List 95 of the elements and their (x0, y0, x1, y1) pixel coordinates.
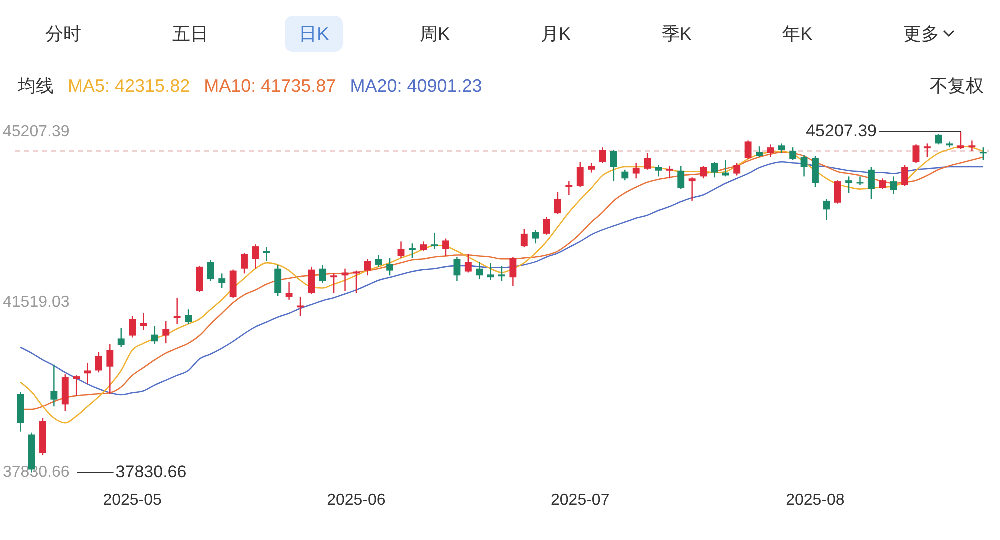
candlestick (308, 266, 316, 295)
candlestick (408, 243, 416, 259)
candlestick (386, 258, 394, 276)
candlestick (454, 256, 461, 282)
x-tick-label: 2025-08 (786, 492, 845, 509)
candlestick (778, 143, 786, 154)
candlestick (599, 146, 606, 164)
candlestick (140, 312, 148, 331)
candlestick (767, 144, 774, 158)
candlestick (252, 244, 260, 270)
text: 不复权 (930, 75, 984, 98)
candlestick (678, 165, 685, 190)
candlestick (834, 180, 842, 204)
text: 月K (540, 23, 571, 46)
candlestick (84, 362, 92, 385)
candlestick (106, 344, 114, 395)
candlestick (644, 152, 652, 170)
candlestick (162, 320, 170, 344)
y-tick-label: 37830.66 (3, 464, 70, 482)
candlestick (968, 140, 976, 152)
candlestick (632, 162, 640, 180)
candlestick (118, 327, 125, 348)
candlestick (576, 162, 584, 188)
candlestick (498, 265, 506, 282)
candlestick (174, 297, 181, 325)
candlestick (342, 268, 349, 292)
x-tick-label: 2025-06 (327, 492, 386, 509)
candlestick (790, 146, 797, 161)
candlestick (297, 296, 304, 317)
candlestick (700, 165, 707, 180)
candlestick (823, 198, 830, 221)
candlestick (879, 178, 886, 190)
text: 季K (662, 23, 692, 46)
candlestick (543, 216, 550, 236)
candlestick (610, 150, 618, 182)
candlestick (510, 256, 517, 287)
candlestick (958, 131, 964, 150)
text: MA20: 40901.23 (350, 76, 482, 96)
candlestick (688, 177, 696, 202)
candlestick (319, 264, 326, 284)
candlestick (50, 364, 58, 408)
candlestick (476, 261, 484, 280)
candlestick (532, 229, 540, 244)
x-tick-label: 2025-07 (551, 492, 610, 509)
y-tick-label: 41519.03 (3, 294, 70, 311)
candlestick (375, 254, 382, 268)
text: 均线 (18, 75, 54, 98)
text: 日K (299, 23, 330, 46)
text: 周K (420, 23, 450, 46)
candlestick (263, 246, 270, 262)
candlestick (756, 146, 763, 158)
annotation: 45207.39 (806, 122, 878, 141)
candlestick (655, 164, 662, 178)
text: 分时 (45, 23, 82, 46)
candlestick (912, 144, 920, 164)
candlestick (185, 309, 192, 325)
candlestick (622, 169, 629, 182)
candlestick (330, 273, 338, 294)
candlestick (890, 176, 898, 195)
text: 五日 (172, 23, 208, 46)
candlestick (286, 282, 293, 301)
text: 年K (782, 23, 813, 46)
text: MA5: 42315.82 (68, 76, 190, 96)
candlestick (464, 254, 472, 274)
candlestick (666, 165, 674, 180)
candlestick (935, 133, 942, 146)
candlestick (241, 252, 248, 274)
candlestick (364, 258, 372, 276)
candlestick (734, 162, 741, 176)
candlestick (566, 180, 573, 196)
candlestick (868, 166, 875, 200)
annotation: 37830.66 (116, 462, 187, 482)
candlestick (520, 228, 528, 248)
candlestick (151, 326, 158, 346)
candlestick (711, 162, 718, 178)
candlestick (218, 273, 226, 289)
x-tick-label: 2025-05 (103, 492, 162, 509)
candlestick (129, 316, 136, 338)
y-tick-label: 45207.39 (3, 123, 70, 140)
candlestick (902, 164, 909, 187)
candlestick (924, 143, 931, 158)
candlestick (420, 241, 428, 252)
candlestick (744, 140, 752, 160)
candlestick (554, 192, 562, 216)
candlestick (207, 260, 214, 282)
candlestick (800, 154, 808, 178)
text: 更多 (904, 23, 940, 46)
candlestick (73, 374, 80, 397)
candlestick (442, 238, 450, 257)
candlestick (487, 262, 494, 282)
candlestick (588, 162, 596, 174)
candlestick (431, 232, 438, 250)
candlestick (95, 352, 102, 374)
text: MA10: 41735.87 (204, 76, 336, 96)
candlestick (846, 176, 853, 194)
